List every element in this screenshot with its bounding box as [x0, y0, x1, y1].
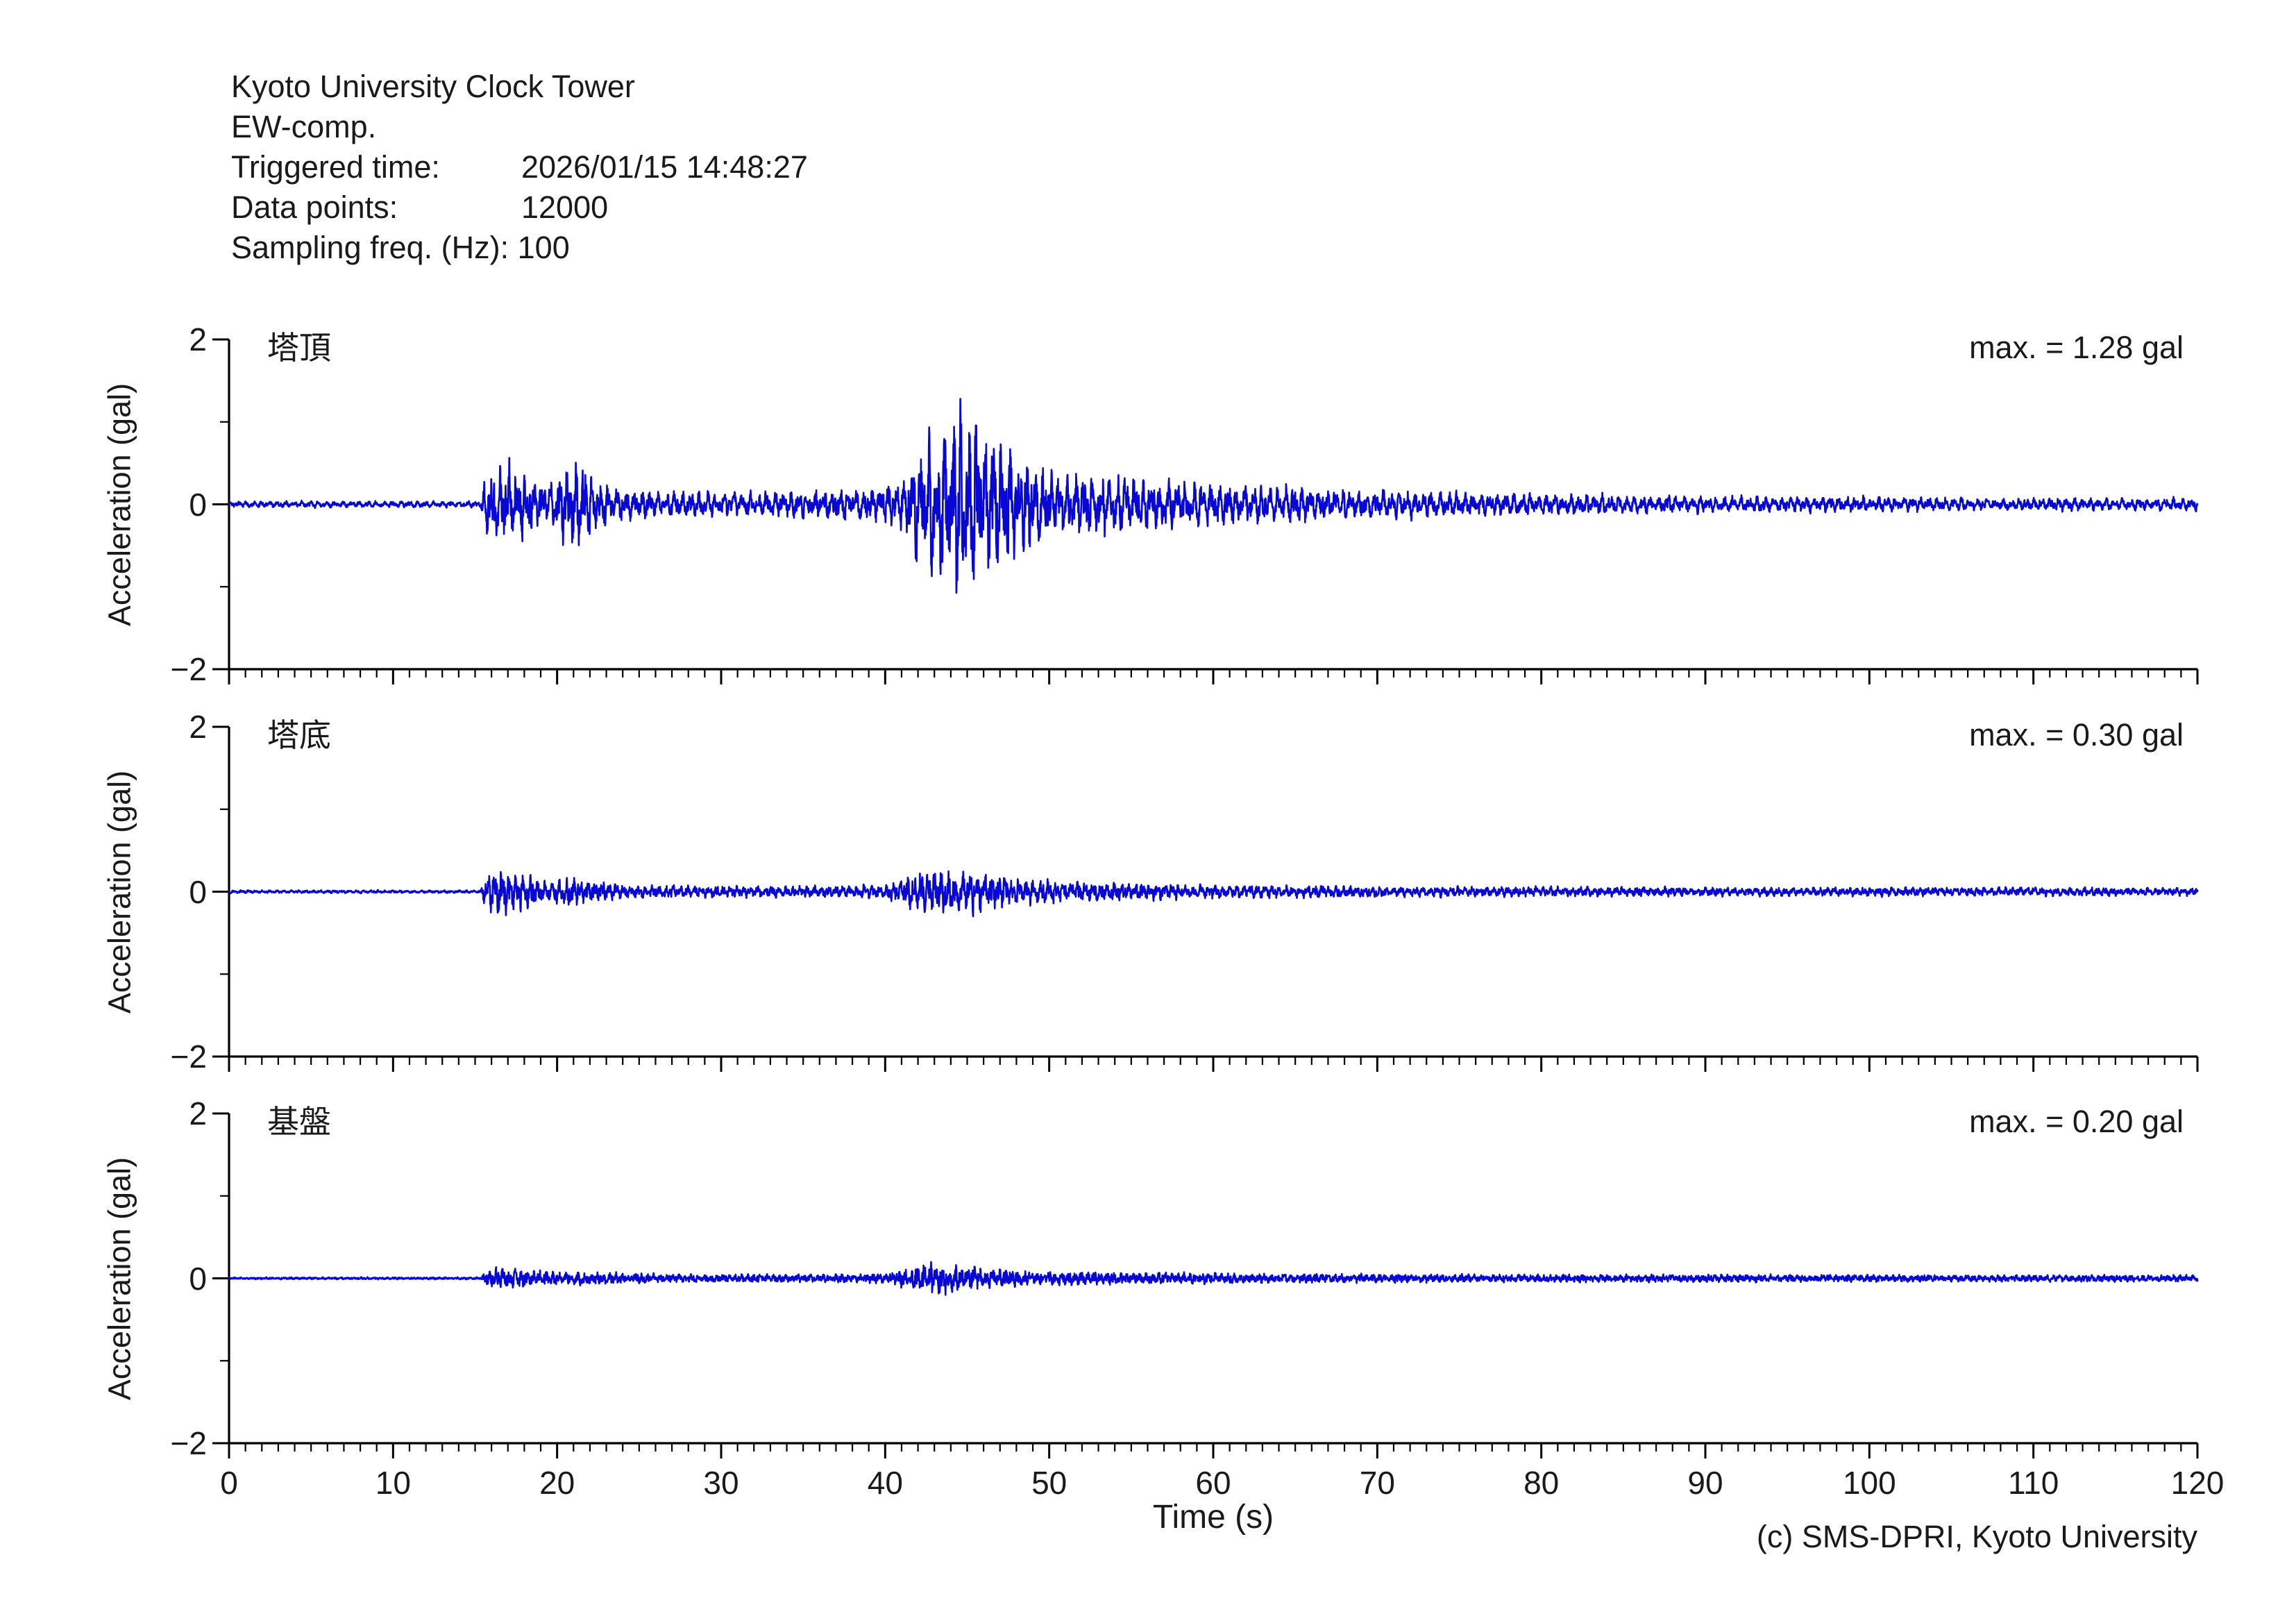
sampling-freq-label: Sampling freq. (Hz): — [231, 230, 509, 265]
triggered-time-label: Triggered time: — [231, 149, 440, 185]
sampling-freq-value: 100 — [517, 230, 570, 265]
record-header: Kyoto University Clock Tower EW-comp. Tr… — [231, 67, 808, 268]
record-triggered-time-row: Triggered time: 2026/01/15 14:48:27 — [231, 147, 808, 187]
copyright-credit: (c) SMS-DPRI, Kyoto University — [1756, 1519, 2197, 1554]
waveform-trace-3 — [228, 1261, 2199, 1296]
waveform-trace-2 — [228, 870, 2199, 918]
record-title: Kyoto University Clock Tower — [231, 69, 635, 104]
data-points-label: Data points: — [231, 190, 398, 225]
triggered-time-value: 2026/01/15 14:48:27 — [521, 149, 808, 185]
x-axis-title: Time (s) — [1152, 1499, 1274, 1536]
record-data-points-row: Data points: 12000 — [231, 187, 808, 228]
waveform-trace-1 — [228, 398, 2199, 594]
record-sampling-row: Sampling freq. (Hz): 100 — [231, 228, 808, 268]
record-component: EW-comp. — [231, 109, 377, 144]
data-points-value: 12000 — [521, 190, 609, 225]
